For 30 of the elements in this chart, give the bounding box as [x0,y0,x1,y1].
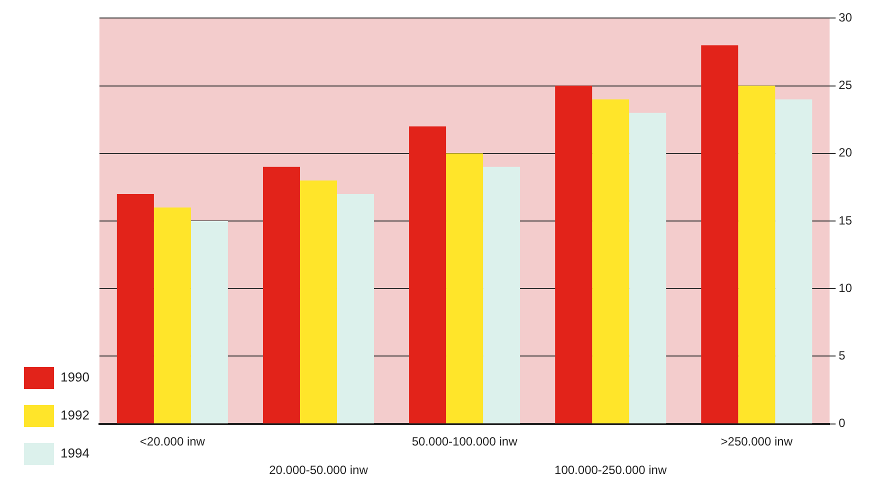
x-tick-label: 50.000-100.000 inw [412,434,518,448]
legend-label: 1990 [60,370,90,385]
bar [446,153,484,424]
bar [592,99,630,424]
bar [738,86,776,424]
bar [701,45,738,424]
y-tick-label: 15 [838,213,852,228]
bar [629,112,666,424]
bar [555,86,592,424]
bar [336,194,374,424]
legend-label: 1992 [60,408,90,423]
y-tick-label: 0 [838,416,846,430]
y-tick-label: 20 [838,146,852,160]
y-tick-label: 5 [838,348,846,363]
bar [262,166,300,424]
legend-label: 1994 [60,446,90,461]
bar [154,207,191,424]
y-tick-label: 30 [838,10,852,25]
bar [190,221,228,424]
bar [300,180,337,424]
x-tick-label: 100.000-250.000 inw [554,463,667,478]
x-tick-label: 20.000-50.000 inw [269,463,368,478]
y-tick-label: 10 [838,280,852,295]
bar [483,166,520,424]
x-tick-label: >250.000 inw [720,434,793,448]
x-tick-label: <20.000 inw [140,434,206,448]
bar [775,99,812,424]
bar [409,126,446,424]
y-tick-label: 25 [838,78,852,92]
bar [116,194,154,424]
